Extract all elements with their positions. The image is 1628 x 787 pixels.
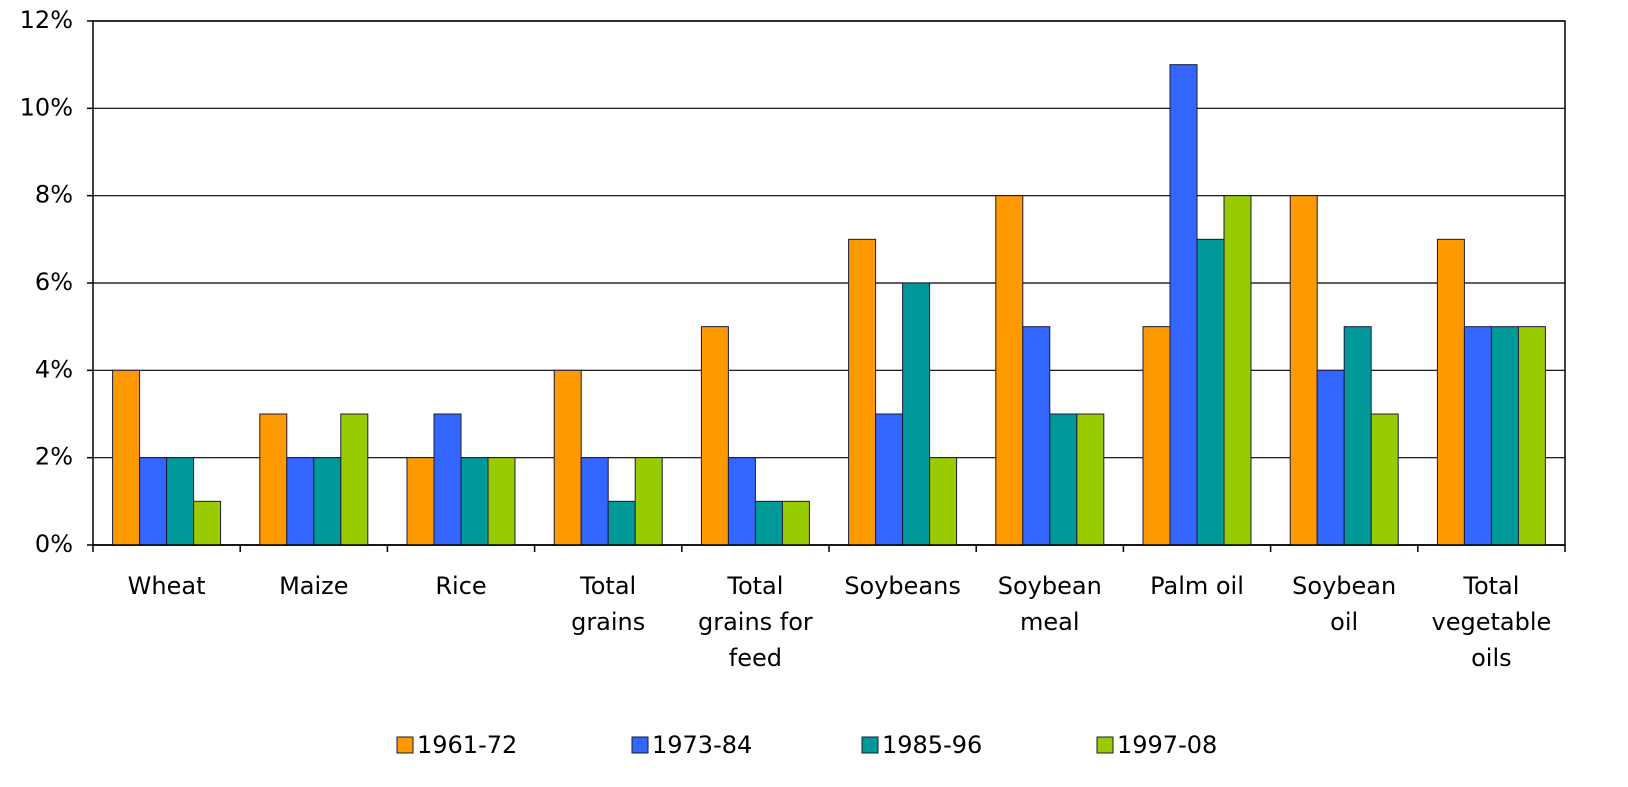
bar — [902, 282, 931, 546]
x-tick-label: Palm oil — [1150, 572, 1244, 600]
x-tick-label: Total grains for feed — [697, 572, 813, 672]
y-tick-label: 12% — [20, 6, 73, 34]
bar — [1049, 413, 1078, 546]
x-tick-label: Soybean meal — [997, 572, 1102, 636]
bar — [433, 413, 462, 546]
bar — [340, 413, 369, 546]
bar — [875, 413, 904, 546]
legend-swatch — [861, 736, 879, 754]
bar — [929, 457, 958, 546]
bar — [313, 457, 342, 546]
legend-label: 1973-84 — [652, 731, 752, 759]
y-tick-label: 0% — [35, 530, 73, 558]
y-tick-label: 2% — [35, 443, 73, 471]
bar — [193, 500, 222, 546]
bar — [727, 457, 756, 546]
x-tick-label: Total grains — [571, 572, 646, 636]
legend-swatch — [1096, 736, 1114, 754]
bar — [1343, 326, 1372, 546]
bar — [460, 457, 489, 546]
x-tick-label: Wheat — [127, 572, 206, 600]
bar — [995, 195, 1024, 546]
legend-label: 1961-72 — [417, 731, 517, 759]
bar — [1316, 369, 1345, 546]
x-tick-label: Maize — [279, 572, 349, 600]
bar — [1490, 326, 1519, 546]
y-tick-label: 10% — [20, 93, 73, 121]
bar — [1223, 195, 1252, 546]
y-tick-label: 6% — [35, 268, 73, 296]
x-tick-label: Rice — [435, 572, 487, 600]
bar — [1022, 326, 1051, 546]
x-tick-label: Soybean oil — [1292, 572, 1397, 636]
bar — [553, 369, 582, 546]
bar — [700, 326, 729, 546]
bar — [634, 457, 663, 546]
legend-label: 1997-08 — [1117, 731, 1217, 759]
bar — [259, 413, 288, 546]
bar — [754, 500, 783, 546]
bar — [1463, 326, 1492, 546]
bar — [1289, 195, 1318, 546]
bar — [1142, 326, 1171, 546]
bar — [848, 238, 877, 546]
bar — [487, 457, 516, 546]
bar — [1436, 238, 1465, 546]
y-tick-label: 4% — [35, 355, 73, 383]
bar — [607, 500, 636, 546]
bar — [1517, 326, 1546, 546]
x-tick-label: Total vegetable oils — [1431, 572, 1552, 672]
legend-swatch — [631, 736, 649, 754]
bar — [406, 457, 435, 546]
legend-swatch — [396, 736, 414, 754]
bar — [139, 457, 168, 546]
bar — [781, 500, 810, 546]
bar — [1370, 413, 1399, 546]
bar — [112, 369, 141, 546]
x-tick-label: Soybeans — [844, 572, 961, 600]
y-tick-label: 8% — [35, 181, 73, 209]
bar — [286, 457, 315, 546]
bar — [1196, 238, 1225, 546]
bar — [1169, 64, 1198, 546]
bar — [580, 457, 609, 546]
legend-label: 1985-96 — [882, 731, 982, 759]
bar — [1076, 413, 1105, 546]
bar — [166, 457, 195, 546]
